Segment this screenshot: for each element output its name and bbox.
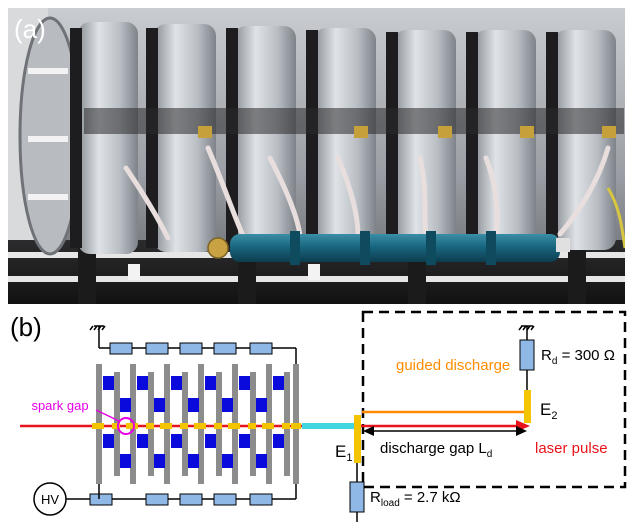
e1-label: E1	[335, 442, 352, 464]
spark-gap-pointer	[95, 409, 120, 422]
hv-source	[33, 482, 67, 516]
panel-b-label: (b)	[10, 312, 42, 342]
laser-pulse-label: laser pulse	[535, 440, 608, 457]
discharge-tube	[230, 234, 560, 262]
marx-generator-photo: (a)	[8, 8, 627, 304]
rload-resistor	[349, 481, 365, 513]
ground-symbol-top	[89, 325, 106, 331]
electrode-e2	[524, 390, 531, 423]
photo-illustration: (a)	[8, 8, 627, 304]
bottom-resistor-chain	[66, 484, 297, 506]
rload-label: Rload = 2.7 kΩ	[370, 489, 461, 509]
panel-a-label: (a)	[14, 14, 46, 44]
e2-label: E2	[540, 400, 557, 422]
electrode-e1	[354, 415, 361, 463]
spark-gap-electrodes	[92, 423, 301, 429]
gap-arrow-left	[363, 426, 374, 436]
capacitor-stages	[70, 22, 624, 254]
circuit-schematic: (b)	[10, 310, 627, 522]
capacitor-blocks	[103, 376, 284, 468]
cables	[123, 145, 611, 241]
rd-label: Rd = 300 Ω	[541, 347, 615, 367]
guided-discharge-label: guided discharge	[396, 357, 510, 374]
circuit-diagram: (b)	[0, 304, 633, 524]
rd-resistor	[519, 339, 535, 371]
spark-gap-label: spark gap	[31, 398, 88, 413]
top-resistor-chain	[98, 326, 297, 364]
discharge-region-box	[361, 310, 627, 489]
output-line-segment	[302, 423, 354, 429]
spark-gap-marker	[117, 417, 135, 435]
gap-label: discharge gap Ld	[380, 440, 492, 460]
ground-symbol-rd	[518, 325, 535, 331]
hv-label: HV	[41, 492, 59, 507]
gap-arrow-right	[516, 426, 527, 436]
